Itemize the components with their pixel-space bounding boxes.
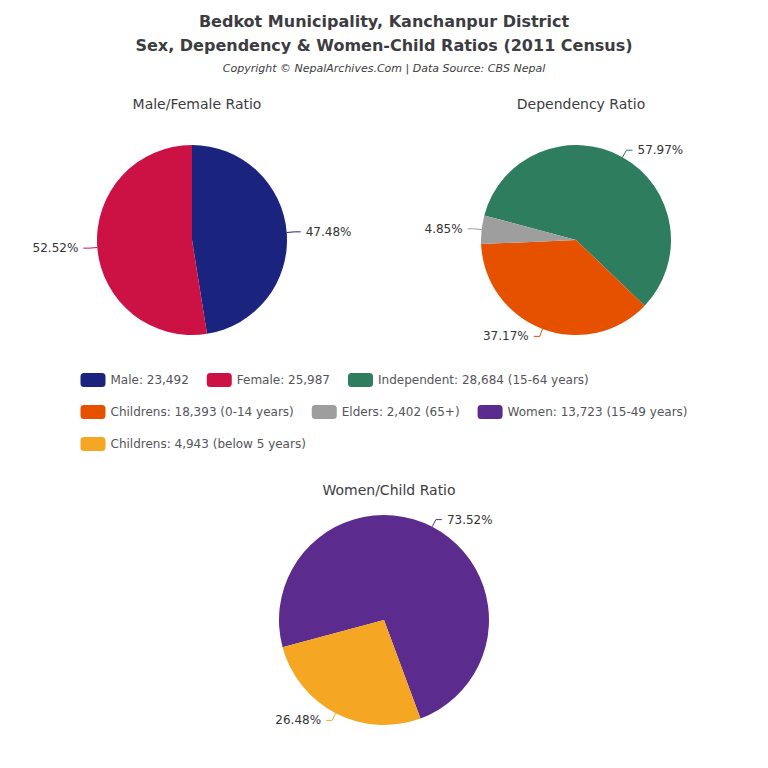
svg-text:57.97%: 57.97% bbox=[637, 143, 683, 157]
svg-text:Bedkot Municipality, Kanchanpu: Bedkot Municipality, Kanchanpur District bbox=[199, 12, 570, 31]
svg-text:73.52%: 73.52% bbox=[447, 513, 493, 527]
svg-text:Male/Female Ratio: Male/Female Ratio bbox=[133, 96, 262, 112]
svg-text:Elders: 2,402 (65+): Elders: 2,402 (65+) bbox=[342, 405, 460, 419]
svg-text:Dependency Ratio: Dependency Ratio bbox=[517, 96, 646, 112]
svg-text:Women/Child Ratio: Women/Child Ratio bbox=[322, 482, 455, 498]
svg-text:52.52%: 52.52% bbox=[33, 241, 79, 255]
svg-text:Independent: 28,684 (15-64 yea: Independent: 28,684 (15-64 years) bbox=[378, 373, 589, 387]
svg-text:Childrens: 18,393 (0-14 years): Childrens: 18,393 (0-14 years) bbox=[110, 405, 293, 419]
svg-text:26.48%: 26.48% bbox=[275, 713, 321, 727]
svg-text:4.85%: 4.85% bbox=[424, 222, 462, 236]
svg-text:Male: 23,492: Male: 23,492 bbox=[110, 373, 188, 387]
svg-text:Copyright © NepalArchives.Com: Copyright © NepalArchives.Com | Data Sou… bbox=[223, 62, 545, 75]
svg-text:Female: 25,987: Female: 25,987 bbox=[237, 373, 330, 387]
svg-text:Women: 13,723 (15-49 years): Women: 13,723 (15-49 years) bbox=[508, 405, 688, 419]
svg-text:47.48%: 47.48% bbox=[306, 225, 352, 239]
svg-text:Childrens: 4,943 (below 5 year: Childrens: 4,943 (below 5 years) bbox=[110, 437, 305, 451]
svg-text:Sex, Dependency & Women-Child: Sex, Dependency & Women-Child Ratios (20… bbox=[135, 36, 632, 55]
svg-text:37.17%: 37.17% bbox=[483, 329, 529, 343]
